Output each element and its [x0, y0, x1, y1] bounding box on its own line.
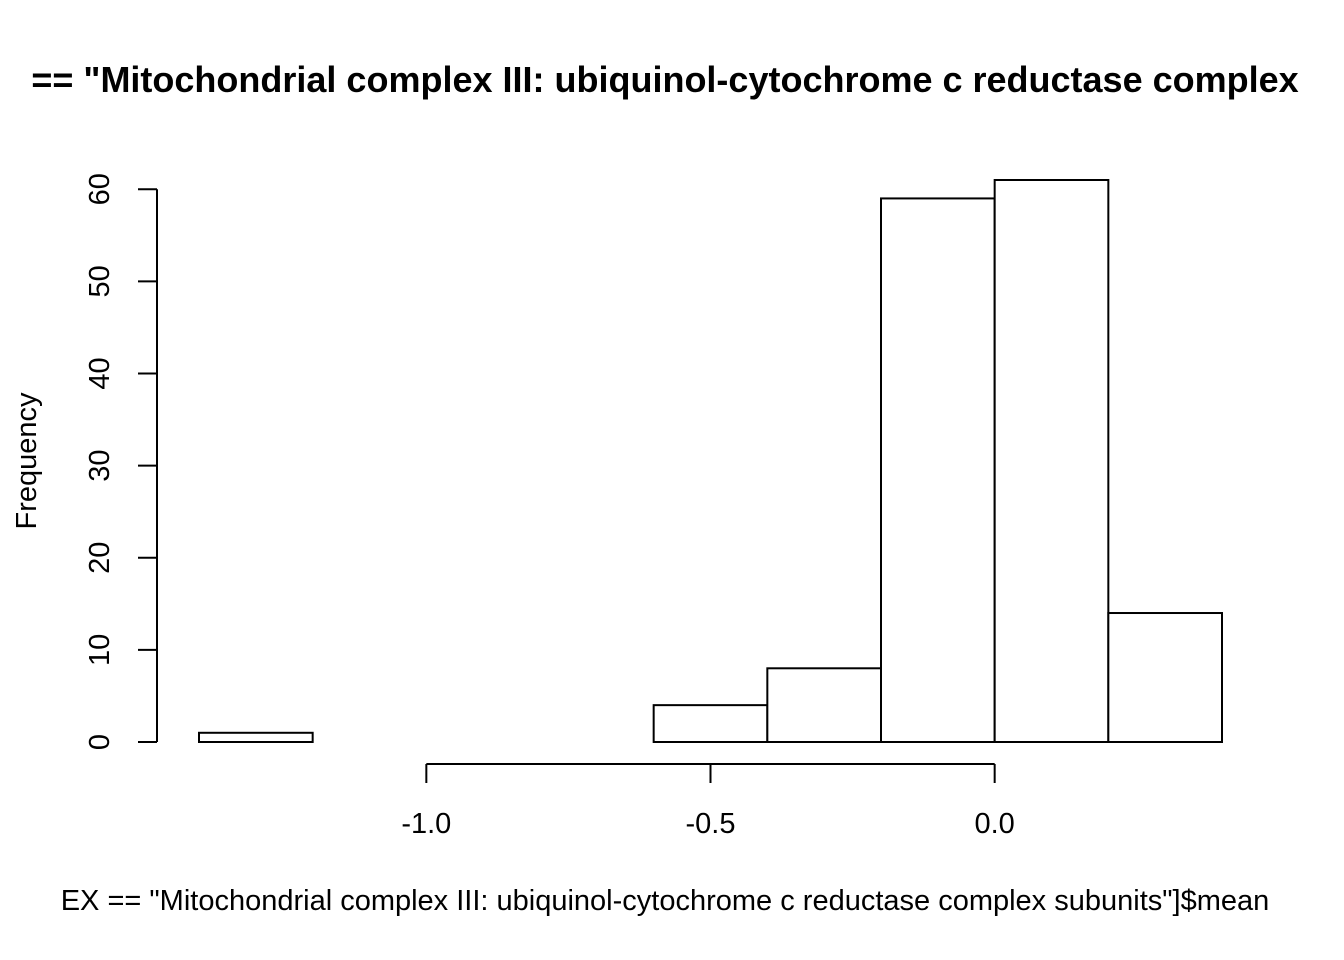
x-tick-label-1: -0.5 — [686, 808, 736, 840]
x-tick-label-0: -1.0 — [401, 808, 451, 840]
x-axis-label: EX == "Mitochondrial complex III: ubiqui… — [61, 885, 1270, 917]
y-tick-label-6: 60 — [84, 173, 116, 205]
histogram-bars — [198, 179, 1224, 744]
chart-title: == "Mitochondrial complex III: ubiquinol… — [31, 59, 1298, 100]
histogram-bar-7 — [993, 179, 1110, 743]
x-tick-label-2: 0.0 — [975, 808, 1015, 840]
histogram-bar-6 — [880, 197, 996, 744]
y-tick-label-2: 20 — [84, 542, 116, 574]
histogram-bar-8 — [1107, 612, 1224, 744]
y-tick-label-3: 30 — [84, 449, 116, 481]
x-axis: -1.0 -0.5 0.0 — [401, 763, 1015, 840]
histogram-bar-0 — [198, 731, 314, 743]
y-axis: 0 10 20 30 40 50 60 — [84, 173, 158, 750]
y-axis-label: Frequency — [11, 392, 43, 530]
histogram-bar-4 — [652, 704, 769, 743]
y-tick-label-4: 40 — [84, 357, 116, 389]
y-tick-label-1: 10 — [84, 634, 116, 666]
y-tick-label-0: 0 — [84, 734, 116, 750]
histogram-bar-5 — [766, 667, 882, 744]
y-tick-label-5: 50 — [84, 265, 116, 297]
